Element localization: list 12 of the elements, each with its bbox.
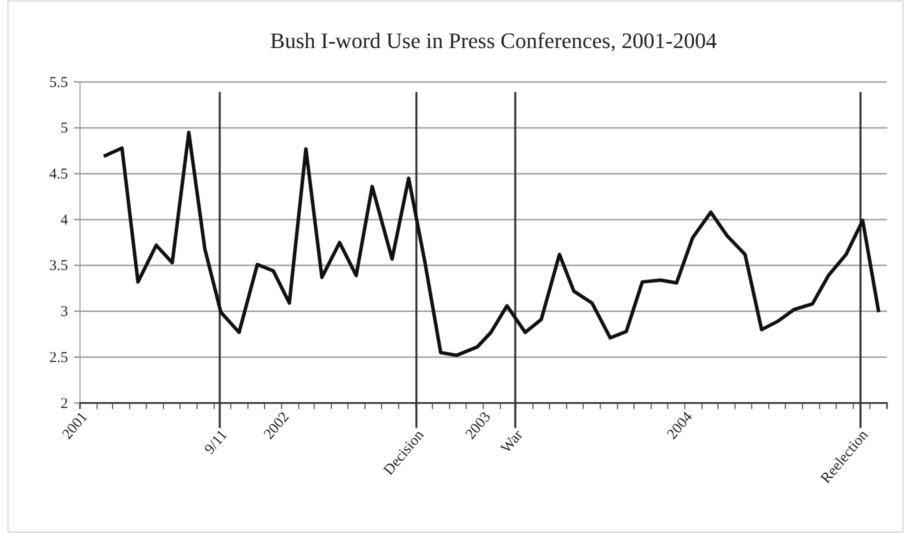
y-tick-label: 3.5 (49, 258, 68, 274)
y-tick-label: 2.5 (49, 350, 68, 366)
ref-line-label: War (498, 427, 526, 456)
y-tick-label: 4 (60, 212, 68, 228)
ref-line-label: 9/11 (202, 427, 231, 458)
line-series (102, 130, 880, 358)
y-tick-label: 5 (60, 120, 68, 137)
y-tick-label: 2 (60, 396, 68, 412)
y-tick-label: 5.5 (49, 74, 68, 91)
chart-title: Bush I-word Use in Press Conferences, 2001-2004 (270, 28, 717, 53)
y-tick-label: 4.5 (49, 166, 68, 183)
y-tick-label: 3 (60, 304, 68, 320)
